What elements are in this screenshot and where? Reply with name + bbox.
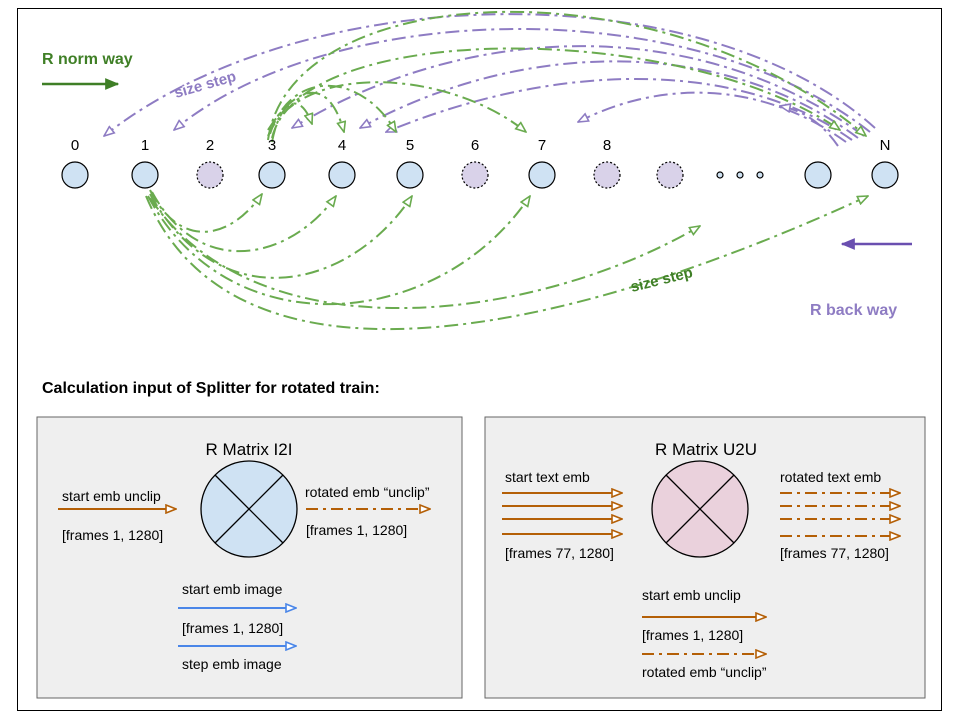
node-1 bbox=[131, 161, 159, 189]
right-rotated-text-emb-label: rotated text emb bbox=[780, 469, 881, 485]
arc-1-7 bbox=[147, 196, 530, 305]
arc-1-n bbox=[145, 195, 868, 330]
right-rotated-text-emb-arrows bbox=[780, 493, 900, 536]
right-start-text-emb-arrows bbox=[502, 493, 622, 534]
node-label-2: 2 bbox=[206, 137, 214, 154]
node-label-0: 0 bbox=[71, 137, 79, 154]
arc-1-mid bbox=[149, 197, 700, 309]
left-start-emb-image-label: start emb image bbox=[182, 581, 283, 597]
left-start-emb-image-shape: [frames 1, 1280] bbox=[182, 620, 283, 636]
section-title: Calculation input of Splitter for rotate… bbox=[42, 380, 380, 397]
arc-1-4 bbox=[151, 191, 336, 253]
back-arc-n-8 bbox=[578, 91, 847, 143]
size-step-top-label: size step bbox=[172, 68, 238, 102]
node-label-6: 6 bbox=[471, 137, 479, 154]
node-row bbox=[61, 161, 899, 189]
back-arc-n-5 bbox=[386, 77, 853, 141]
node-label-n: N bbox=[880, 137, 891, 154]
diagram-frame bbox=[17, 8, 942, 711]
right-rotated-text-emb-shape: [frames 77, 1280] bbox=[780, 545, 889, 561]
matrix-u2u-circle bbox=[651, 460, 749, 558]
arc-3-n-b bbox=[271, 47, 840, 139]
back-arc-n-short bbox=[780, 106, 839, 147]
right-start-emb-unclip-shape: [frames 1, 1280] bbox=[642, 627, 743, 643]
node-n bbox=[871, 161, 899, 189]
node-label-8: 8 bbox=[603, 137, 611, 154]
node-9 bbox=[656, 161, 684, 189]
arc-1-3 bbox=[149, 189, 262, 233]
arc-1-5 bbox=[149, 193, 412, 279]
norm-way-arcs-bottom bbox=[145, 189, 868, 330]
arc-3-loop bbox=[271, 102, 312, 143]
node-label-5: 5 bbox=[406, 137, 414, 154]
left-rotated-emb-unclip-shape: [frames 1, 1280] bbox=[306, 522, 407, 538]
size-step-bottom-label: size step bbox=[629, 264, 695, 296]
ellipsis-dot-2 bbox=[736, 171, 744, 179]
node-n-minus-1 bbox=[804, 161, 832, 189]
node-labels: 0 1 2 3 4 5 6 7 8 N bbox=[71, 137, 891, 154]
panel-left-title: R Matrix I2I bbox=[206, 440, 293, 459]
node-8 bbox=[593, 161, 621, 189]
node-6 bbox=[461, 161, 489, 189]
back-arc-n-0 bbox=[104, 13, 876, 136]
node-0 bbox=[61, 161, 89, 189]
norm-way-arcs-top bbox=[267, 10, 866, 143]
norm-way-label: R norm way bbox=[42, 51, 133, 68]
back-way-label: R back way bbox=[810, 302, 897, 319]
panel-right-title: R Matrix U2U bbox=[655, 440, 757, 459]
left-start-emb-unclip-shape: [frames 1, 1280] bbox=[62, 527, 163, 543]
right-rotated-emb-unclip-label: rotated emb “unclip” bbox=[642, 664, 767, 680]
node-2 bbox=[196, 161, 224, 189]
right-start-text-emb-shape: [frames 77, 1280] bbox=[505, 545, 614, 561]
arc-3-7 bbox=[267, 81, 526, 137]
back-arc-n-3 bbox=[292, 45, 865, 137]
node-label-1: 1 bbox=[141, 137, 149, 154]
ellipsis-dot-3 bbox=[756, 171, 764, 179]
arc-3-4 bbox=[267, 91, 344, 132]
node-7 bbox=[528, 161, 556, 189]
node-4 bbox=[328, 161, 356, 189]
right-start-emb-unclip-label: start emb unclip bbox=[642, 587, 741, 603]
ellipsis-dot-1 bbox=[716, 171, 724, 179]
node-label-4: 4 bbox=[338, 137, 346, 154]
left-rotated-emb-unclip-label: rotated emb “unclip” bbox=[305, 484, 430, 500]
left-step-emb-image-label: step emb image bbox=[182, 656, 282, 672]
arc-3-5 bbox=[269, 84, 396, 135]
left-start-emb-unclip-label: start emb unclip bbox=[62, 488, 161, 504]
node-label-3: 3 bbox=[268, 137, 276, 154]
node-label-7: 7 bbox=[538, 137, 546, 154]
node-3 bbox=[258, 161, 286, 189]
node-5 bbox=[396, 161, 424, 189]
back-arc-n-4 bbox=[360, 60, 859, 139]
matrix-i2i-circle bbox=[200, 460, 298, 558]
right-start-text-emb-label: start text emb bbox=[505, 469, 590, 485]
